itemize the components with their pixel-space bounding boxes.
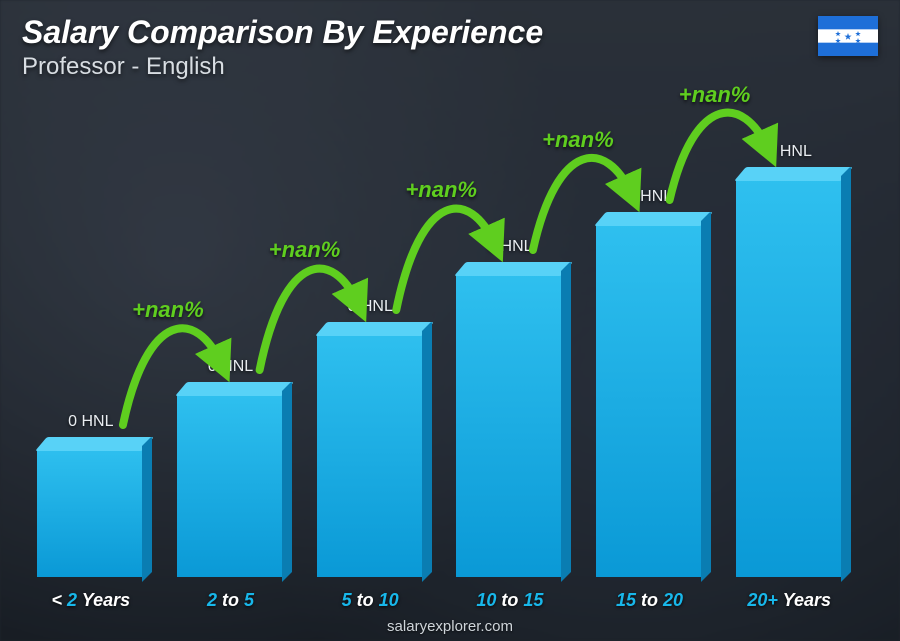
bar-slot: 0 HNL xyxy=(170,107,292,577)
bar-slot: 0 HNL xyxy=(589,107,711,577)
x-axis-label: 20+ Years xyxy=(728,590,850,611)
bar-slot: 0 HNL xyxy=(728,107,850,577)
growth-pct-label: +nan% xyxy=(405,177,477,203)
bar: 0 HNL xyxy=(317,332,424,577)
bar-value-label: 0 HNL xyxy=(767,143,812,161)
bar: 0 HNL xyxy=(456,272,563,577)
growth-pct-label: +nan% xyxy=(542,127,614,153)
header: Salary Comparison By Experience Professo… xyxy=(22,14,543,81)
growth-pct-label: +nan% xyxy=(269,237,341,263)
bar-slot: 0 HNL xyxy=(30,107,152,577)
x-axis-label: < 2 Years xyxy=(30,590,152,611)
x-axis-label: 5 to 10 xyxy=(309,590,431,611)
bar-value-label: 0 HNL xyxy=(487,238,532,256)
honduras-flag-icon xyxy=(818,16,878,56)
watermark: salaryexplorer.com xyxy=(387,618,513,635)
bar: 0 HNL xyxy=(177,392,284,577)
x-axis-label: 15 to 20 xyxy=(589,590,711,611)
x-axis-label: 2 to 5 xyxy=(170,590,292,611)
bar-value-label: 0 HNL xyxy=(347,298,392,316)
bar-value-label: 0 HNL xyxy=(68,413,113,431)
growth-pct-label: +nan% xyxy=(679,82,751,108)
bar: 0 HNL xyxy=(37,447,144,577)
x-axis-label: 10 to 15 xyxy=(449,590,571,611)
bar-value-label: 0 HNL xyxy=(627,188,672,206)
x-axis: < 2 Years 2 to 5 5 to 10 10 to 15 15 to 20 20… xyxy=(30,590,850,611)
bar: 0 HNL xyxy=(596,222,703,577)
chart-title: Salary Comparison By Experience xyxy=(22,14,543,51)
bar: 0 HNL xyxy=(736,177,843,577)
bar-value-label: 0 HNL xyxy=(208,358,253,376)
growth-pct-label: +nan% xyxy=(132,297,204,323)
chart-subtitle: Professor - English xyxy=(22,53,543,81)
